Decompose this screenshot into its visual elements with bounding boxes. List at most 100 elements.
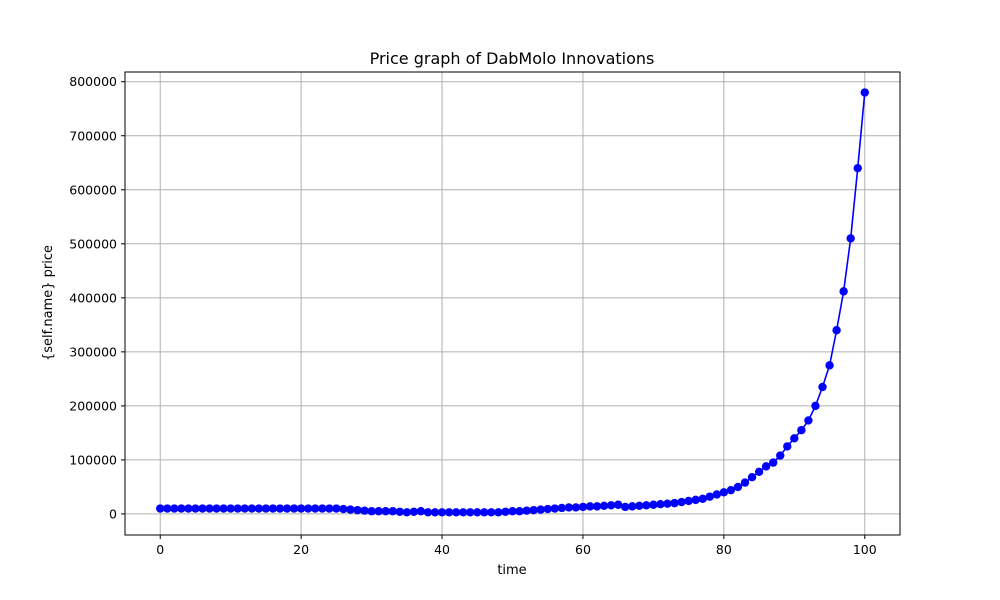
data-point xyxy=(332,504,341,513)
x-tick-label: 20 xyxy=(293,542,309,557)
data-point xyxy=(613,500,623,509)
data-point xyxy=(409,507,419,516)
data-point xyxy=(395,507,404,516)
chart-title: Price graph of DabMolo Innovations xyxy=(370,49,655,68)
data-point xyxy=(501,507,510,516)
x-axis-label: time xyxy=(497,563,526,578)
data-point xyxy=(402,508,412,517)
data-point xyxy=(367,507,376,516)
data-point xyxy=(585,502,595,511)
data-point xyxy=(156,504,165,513)
data-point xyxy=(473,508,482,517)
data-point xyxy=(282,504,292,513)
grid-lines xyxy=(125,72,900,535)
data-point xyxy=(423,508,433,517)
data-point xyxy=(205,504,214,513)
data-point xyxy=(621,502,630,512)
data-point xyxy=(247,504,257,513)
data-point xyxy=(487,508,496,517)
data-point xyxy=(557,503,567,513)
y-tick-label: 600000 xyxy=(69,182,117,197)
data-point xyxy=(677,497,686,507)
data-point xyxy=(184,504,193,513)
data-point xyxy=(198,504,207,513)
data-point xyxy=(635,501,644,511)
data-point xyxy=(825,361,834,370)
data-point xyxy=(311,504,320,513)
data-point xyxy=(698,494,707,504)
y-axis-label: {self.name} price xyxy=(41,245,56,361)
data-point xyxy=(740,478,750,487)
data-point xyxy=(783,442,792,451)
data-point xyxy=(226,504,235,513)
data-point xyxy=(233,504,242,513)
data-point xyxy=(353,505,362,515)
data-point xyxy=(480,508,489,517)
price-line xyxy=(160,92,866,514)
y-tick-label: 0 xyxy=(109,506,117,521)
data-point xyxy=(670,498,679,508)
data-point xyxy=(592,502,602,511)
data-point xyxy=(663,499,672,508)
data-point xyxy=(719,488,729,497)
data-point xyxy=(656,500,665,509)
data-point xyxy=(705,492,714,501)
data-point xyxy=(437,508,447,517)
data-point xyxy=(860,88,869,97)
data-point xyxy=(564,503,574,512)
data-point xyxy=(494,508,503,517)
data-point xyxy=(804,416,813,425)
y-tick-label: 100000 xyxy=(69,452,117,467)
x-tick-label: 80 xyxy=(716,542,732,557)
data-point xyxy=(606,501,616,510)
x-tick-label: 40 xyxy=(434,542,450,557)
data-point xyxy=(550,504,559,513)
data-point xyxy=(254,504,264,513)
data-point xyxy=(466,508,475,517)
data-point xyxy=(191,504,200,513)
data-point xyxy=(508,507,517,516)
data-point xyxy=(388,507,397,516)
data-point xyxy=(522,506,531,515)
data-point xyxy=(628,502,637,511)
data-point xyxy=(818,382,827,392)
data-point xyxy=(649,500,658,509)
plot-area-frame xyxy=(124,71,901,536)
data-point xyxy=(416,507,426,516)
data-point xyxy=(458,508,468,517)
data-point xyxy=(846,234,855,243)
data-point xyxy=(346,505,355,514)
data-point xyxy=(571,503,581,512)
data-point xyxy=(754,467,764,476)
data-point xyxy=(374,507,383,516)
data-series xyxy=(156,88,869,517)
data-point xyxy=(726,485,736,495)
data-point xyxy=(832,326,841,335)
data-point xyxy=(515,507,524,516)
data-point xyxy=(536,505,545,514)
data-point xyxy=(684,496,693,506)
data-point xyxy=(303,504,313,513)
data-point xyxy=(761,462,771,471)
data-point xyxy=(451,508,461,517)
data-point xyxy=(578,502,588,512)
data-point xyxy=(733,482,743,492)
data-point xyxy=(275,504,285,513)
data-point xyxy=(811,401,820,411)
x-tick-label: 60 xyxy=(575,542,591,557)
data-point xyxy=(599,501,609,511)
data-point xyxy=(768,458,778,467)
y-axis-ticks: 0 100000 200000 300000 400000 500000 600000 700… xyxy=(69,74,125,521)
data-point xyxy=(339,504,348,514)
data-point xyxy=(261,504,271,513)
data-point xyxy=(691,495,700,505)
data-point xyxy=(240,504,249,513)
y-tick-label: 500000 xyxy=(69,236,117,251)
data-point xyxy=(381,507,390,516)
y-tick-label: 200000 xyxy=(69,398,117,413)
data-point xyxy=(529,505,538,515)
data-point xyxy=(642,501,651,510)
y-tick-label: 700000 xyxy=(69,128,117,143)
data-point xyxy=(170,504,179,513)
